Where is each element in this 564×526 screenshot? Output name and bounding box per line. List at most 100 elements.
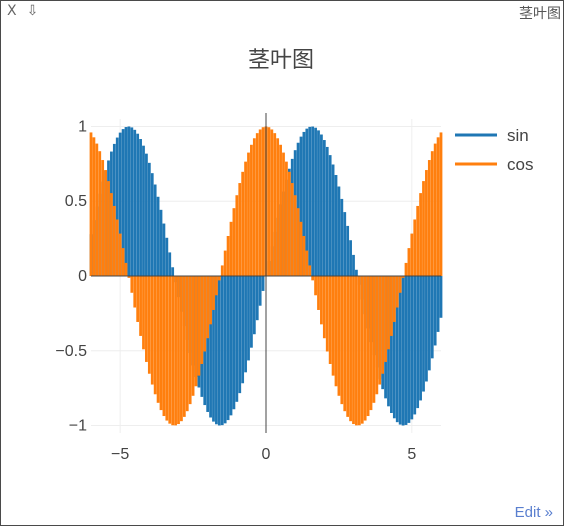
bar-sin <box>163 224 166 276</box>
bar-cos <box>390 276 393 336</box>
bar-sin <box>218 276 221 425</box>
bar-sin <box>410 276 413 419</box>
bar-cos <box>113 206 116 276</box>
bar-cos <box>285 162 288 276</box>
bar-sin <box>323 140 326 276</box>
bar-cos <box>154 276 157 394</box>
bar-sin <box>317 130 320 276</box>
bar-sin <box>148 163 151 276</box>
bar-sin <box>428 276 431 370</box>
bar-cos <box>378 276 381 385</box>
bar-cos <box>300 222 303 276</box>
bar-cos <box>329 276 332 364</box>
bar-cos <box>151 276 154 385</box>
bar-cos <box>238 183 241 276</box>
bar-cos <box>346 276 349 417</box>
bar-cos <box>303 236 306 276</box>
bar-cos <box>209 276 212 324</box>
bar-cos <box>308 265 311 276</box>
bar-sin <box>408 276 411 423</box>
bar-cos <box>291 183 294 276</box>
bar-sin <box>253 276 256 334</box>
bar-sin <box>125 127 128 276</box>
bar-sin <box>238 276 241 393</box>
bar-cos <box>203 276 206 351</box>
bar-cos <box>95 144 98 276</box>
bar-cos <box>276 138 279 276</box>
bar-cos <box>399 276 402 293</box>
bar-cos <box>387 276 390 349</box>
bar-cos <box>317 276 320 310</box>
bar-cos <box>180 276 183 421</box>
bar-sin <box>233 276 236 409</box>
bar-cos <box>367 276 370 416</box>
bar-sin <box>221 276 224 425</box>
bar-cos <box>256 133 259 276</box>
bar-sin <box>340 199 343 276</box>
bar-cos <box>233 208 236 276</box>
edit-link[interactable]: Edit » <box>515 504 553 521</box>
legend-label-sin[interactable]: sin <box>507 126 529 145</box>
y-tick-label: −1 <box>69 418 87 435</box>
bar-cos <box>139 276 142 336</box>
bar-cos <box>332 276 335 376</box>
bar-sin <box>171 267 174 276</box>
bar-cos <box>119 234 122 276</box>
bar-cos <box>320 276 323 324</box>
bar-sin <box>160 210 163 276</box>
bar-cos <box>422 181 425 276</box>
bar-sin <box>343 212 346 276</box>
bar-sin <box>338 187 341 276</box>
bar-cos <box>410 234 413 276</box>
bar-cos <box>270 129 273 276</box>
bar-cos <box>171 276 174 425</box>
bar-cos <box>98 151 101 276</box>
bar-cos <box>323 276 326 338</box>
bar-sin <box>168 252 171 276</box>
bar-cos <box>133 276 136 308</box>
bar-cos <box>314 276 317 295</box>
bar-cos <box>405 263 408 276</box>
bar-cos <box>206 276 209 338</box>
bar-cos <box>163 276 166 416</box>
bar-cos <box>101 160 104 276</box>
bar-cos <box>104 170 107 276</box>
bar-cos <box>338 276 341 396</box>
bar-cos <box>381 276 384 374</box>
bar-sin <box>311 127 314 276</box>
bar-sin <box>440 276 443 318</box>
bar-sin <box>247 276 250 360</box>
bar-sin <box>154 185 157 276</box>
bar-cos <box>355 276 358 425</box>
bar-sin <box>320 135 323 276</box>
bar-cos <box>107 181 110 276</box>
bar-cos <box>244 162 247 276</box>
bar-cos <box>425 170 428 276</box>
bar-sin <box>346 226 349 276</box>
bar-cos <box>384 276 387 362</box>
bar-sin <box>244 276 247 372</box>
bar-cos <box>125 263 128 276</box>
bar-cos <box>340 276 343 404</box>
bar-cos <box>122 248 125 276</box>
bar-sin <box>352 255 355 276</box>
bar-cos <box>393 276 396 322</box>
bar-cos <box>361 276 364 424</box>
bar-sin <box>142 146 145 276</box>
bar-cos <box>259 129 262 276</box>
bar-cos <box>235 195 238 276</box>
bar-sin <box>157 197 160 276</box>
bar-cos <box>375 276 378 394</box>
bar-cos <box>396 276 399 308</box>
bar-cos <box>440 132 443 276</box>
legend-label-cos[interactable]: cos <box>507 155 533 174</box>
bar-sin <box>326 147 329 276</box>
bar-cos <box>279 145 282 276</box>
bar-cos <box>416 206 419 276</box>
bar-cos <box>90 132 93 276</box>
x-tick-label: 5 <box>407 446 416 463</box>
bar-sin <box>419 276 422 400</box>
bar-cos <box>434 144 437 276</box>
bar-sin <box>329 155 332 276</box>
